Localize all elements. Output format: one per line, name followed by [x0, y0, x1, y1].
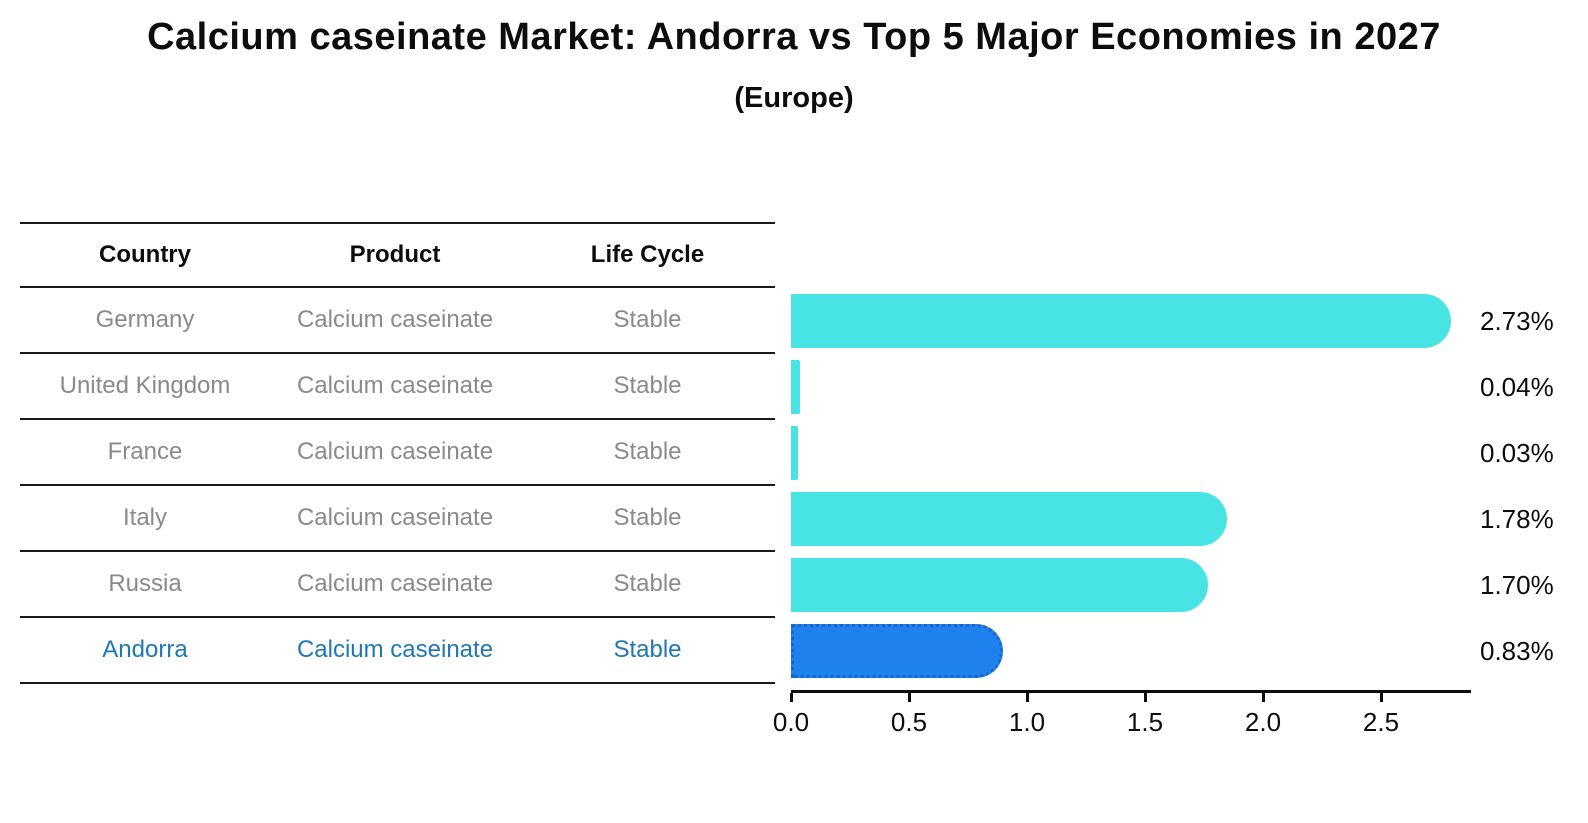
x-tick-label: 1.5	[1126, 707, 1164, 737]
cell-product: Calcium caseinate	[296, 372, 494, 399]
cell-life-cycle: Stable	[613, 372, 682, 399]
chart-subtitle: (Europe)	[734, 82, 854, 114]
x-tick-label: 1.0	[1008, 707, 1046, 737]
cell-life-cycle: Stable	[613, 438, 682, 465]
column-header-product: Product	[349, 241, 441, 268]
cell-life-cycle: Stable	[613, 570, 682, 597]
cell-life-cycle: Stable	[613, 306, 682, 333]
cell-product: Calcium caseinate	[296, 504, 494, 531]
x-tick	[1261, 693, 1265, 702]
value-label: 1.70%	[1480, 570, 1554, 600]
x-tick-label: 2.0	[1244, 707, 1282, 737]
cell-product: Calcium caseinate	[296, 438, 494, 465]
cell-product: Calcium caseinate	[296, 636, 494, 663]
cell-country: United Kingdom	[59, 372, 231, 399]
x-tick-label: 0.0	[772, 707, 810, 737]
cell-product: Calcium caseinate	[296, 306, 494, 333]
country-table: Country Product Life Cycle Germany Calciu…	[20, 222, 775, 684]
bar-france	[791, 426, 799, 480]
value-label: 0.83%	[1480, 636, 1554, 666]
cell-life-cycle: Stable	[613, 636, 682, 663]
x-tick	[789, 693, 793, 702]
table-row: Germany Calcium caseinate Stable	[20, 288, 775, 354]
bar-andorra	[791, 624, 1003, 678]
table-row: Russia Calcium caseinate Stable	[20, 552, 775, 618]
value-label: 0.04%	[1480, 372, 1554, 402]
table-row: Andorra Calcium caseinate Stable	[20, 618, 775, 684]
x-tick-label: 2.5	[1362, 707, 1400, 737]
table-row: United Kingdom Calcium caseinate Stable	[20, 354, 775, 420]
cell-life-cycle: Stable	[613, 504, 682, 531]
chart-title: Calcium caseinate Market: Andorra vs Top…	[147, 16, 1441, 58]
cell-product: Calcium caseinate	[296, 570, 494, 597]
value-label: 2.73%	[1480, 306, 1554, 336]
value-label: 0.03%	[1480, 438, 1554, 468]
x-tick-label: 0.5	[890, 707, 928, 737]
x-tick	[1025, 693, 1029, 702]
cell-country: France	[107, 438, 183, 465]
x-axis-line	[791, 690, 1471, 693]
x-tick	[1379, 693, 1383, 702]
cell-country: Germany	[95, 306, 195, 333]
cell-country: Andorra	[102, 636, 188, 663]
table-header-row: Country Product Life Cycle	[20, 222, 775, 288]
cell-country: Russia	[108, 570, 182, 597]
x-tick	[907, 693, 911, 702]
bar-italy	[791, 492, 1228, 546]
cell-country: Italy	[122, 504, 167, 531]
value-label: 1.78%	[1480, 504, 1554, 534]
table-row: Italy Calcium caseinate Stable	[20, 486, 775, 552]
x-tick	[1143, 693, 1147, 702]
table-row: France Calcium caseinate Stable	[20, 420, 775, 486]
bar-united-kingdom	[791, 360, 801, 414]
column-header-life-cycle: Life Cycle	[590, 241, 705, 268]
table-body: Germany Calcium caseinate Stable United Kin…	[20, 288, 775, 684]
column-header-country: Country	[99, 241, 191, 268]
bar-russia	[791, 558, 1209, 612]
bar-germany	[791, 294, 1452, 348]
